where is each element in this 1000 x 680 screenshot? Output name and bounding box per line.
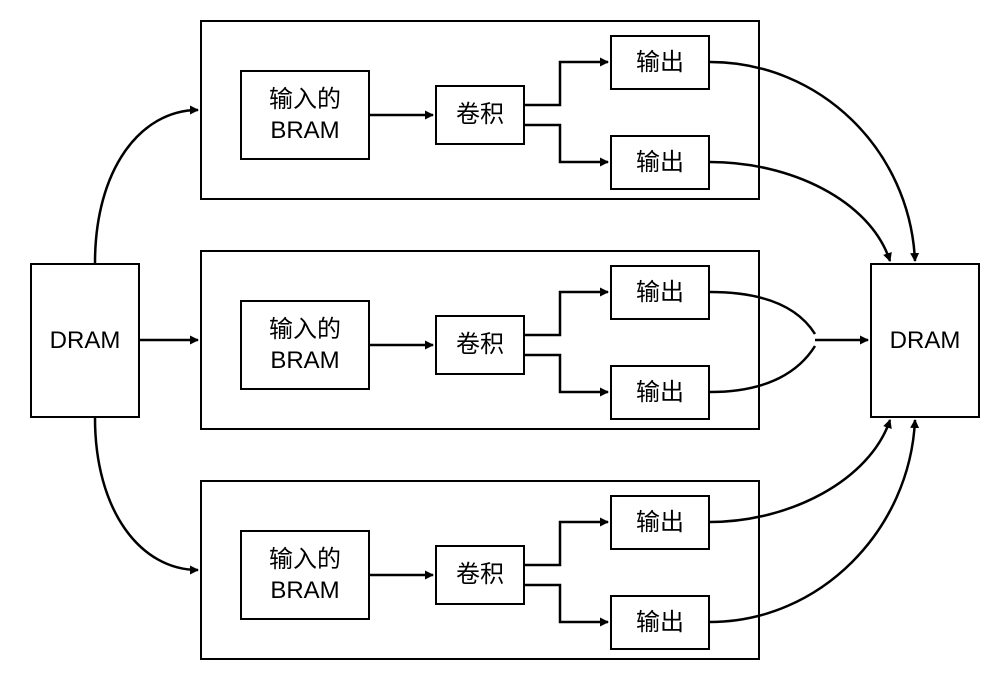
lane1-conv-label: 卷积 <box>456 99 504 130</box>
lane1-bram: 输入的 BRAM <box>240 70 370 160</box>
lane3-out2: 输出 <box>610 595 710 650</box>
lane1-out1: 输出 <box>610 35 710 90</box>
lane3-conv: 卷积 <box>435 545 525 605</box>
lane2-conv-label: 卷积 <box>456 329 504 360</box>
lane3-out1: 输出 <box>610 495 710 550</box>
lane2-out2: 输出 <box>610 365 710 420</box>
lane3-bram: 输入的 BRAM <box>240 530 370 620</box>
lane2-bram-label: 输入的 BRAM <box>269 314 341 376</box>
lane1-out1-label: 输出 <box>636 47 684 78</box>
lane1-out2: 输出 <box>610 135 710 190</box>
lane3-out2-label: 输出 <box>636 607 684 638</box>
arrow-dram-to-lane1 <box>95 110 198 263</box>
lane2-bram: 输入的 BRAM <box>240 300 370 390</box>
lane2-conv: 卷积 <box>435 315 525 375</box>
lane3-out1-label: 输出 <box>636 507 684 538</box>
lane3-bram-label: 输入的 BRAM <box>269 544 341 606</box>
dram-left-label: DRAM <box>50 325 121 356</box>
lane1-conv: 卷积 <box>435 85 525 145</box>
arrow-dram-to-lane3 <box>95 418 198 570</box>
dram-left: DRAM <box>30 263 140 418</box>
lane1-out2-label: 输出 <box>636 147 684 178</box>
lane3-conv-label: 卷积 <box>456 559 504 590</box>
lane2-out2-label: 输出 <box>636 377 684 408</box>
dram-right-label: DRAM <box>890 325 961 356</box>
lane2-out1-label: 输出 <box>636 277 684 308</box>
lane1-bram-label: 输入的 BRAM <box>269 84 341 146</box>
dram-right: DRAM <box>870 263 980 418</box>
lane2-out1: 输出 <box>610 265 710 320</box>
